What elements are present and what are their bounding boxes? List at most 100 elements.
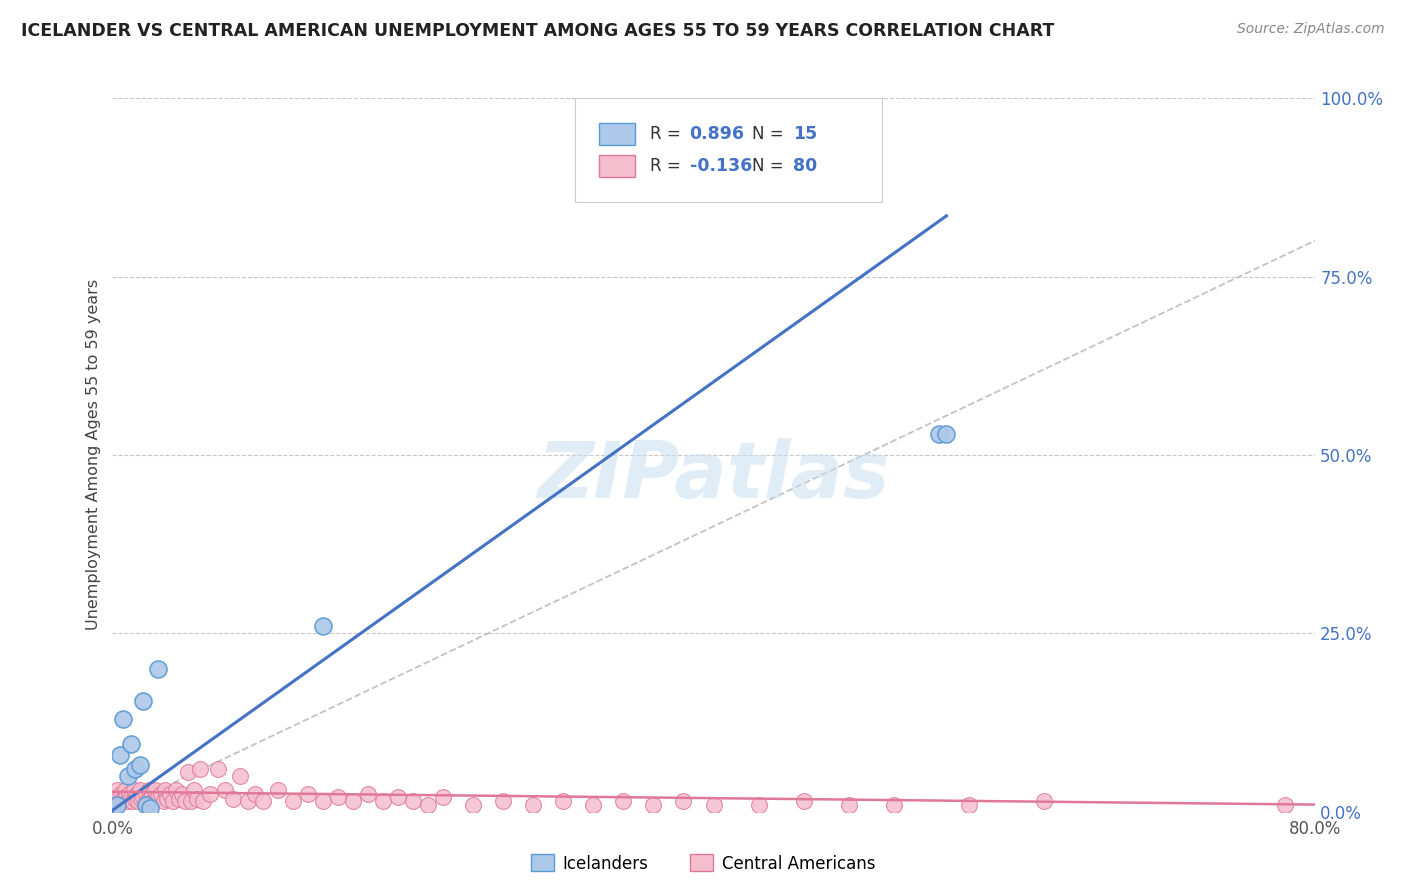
Point xyxy=(162,794,184,808)
Point xyxy=(222,792,245,806)
Point xyxy=(124,792,146,806)
Point xyxy=(312,619,335,633)
Text: R =: R = xyxy=(650,157,686,175)
Point xyxy=(402,794,425,808)
Point xyxy=(492,794,515,808)
Point xyxy=(207,762,229,776)
Point xyxy=(267,783,290,797)
Point xyxy=(167,792,190,806)
Point xyxy=(105,797,128,812)
Point xyxy=(153,783,176,797)
Point xyxy=(612,794,634,808)
Point xyxy=(387,790,409,805)
Point xyxy=(159,787,181,801)
Point xyxy=(121,794,143,808)
Point xyxy=(838,797,860,812)
Point xyxy=(155,792,177,806)
Text: 0.896: 0.896 xyxy=(689,125,745,143)
Text: N =: N = xyxy=(752,125,789,143)
Point xyxy=(128,758,150,772)
Legend: Icelanders, Central Americans: Icelanders, Central Americans xyxy=(524,847,882,880)
Point xyxy=(214,783,236,797)
Point xyxy=(149,787,172,801)
Point xyxy=(180,794,202,808)
Point xyxy=(117,769,139,783)
Point xyxy=(146,790,169,805)
Point xyxy=(135,797,157,812)
Point xyxy=(125,787,148,801)
Text: R =: R = xyxy=(650,125,686,143)
Point xyxy=(131,694,153,708)
Point xyxy=(326,790,349,805)
Point xyxy=(957,797,980,812)
Point xyxy=(120,737,142,751)
Point xyxy=(672,794,695,808)
Point xyxy=(118,787,141,801)
Point xyxy=(111,792,134,806)
Text: ZIPatlas: ZIPatlas xyxy=(537,438,890,515)
Point xyxy=(173,794,195,808)
Point xyxy=(139,801,162,815)
Text: Source: ZipAtlas.com: Source: ZipAtlas.com xyxy=(1237,22,1385,37)
Point xyxy=(141,787,163,801)
Point xyxy=(748,797,770,812)
Point xyxy=(135,787,157,801)
Point xyxy=(198,787,221,801)
Point xyxy=(176,765,198,780)
Point xyxy=(281,794,304,808)
Point xyxy=(127,794,149,808)
Point xyxy=(129,792,152,806)
Point xyxy=(136,794,159,808)
Point xyxy=(165,783,187,797)
Point xyxy=(191,794,214,808)
Point xyxy=(297,787,319,801)
Point xyxy=(124,762,146,776)
Point xyxy=(245,787,267,801)
FancyBboxPatch shape xyxy=(599,155,636,177)
Point xyxy=(236,794,259,808)
Point xyxy=(1033,794,1056,808)
Point xyxy=(183,783,205,797)
Point xyxy=(107,790,129,805)
Point xyxy=(342,794,364,808)
Point xyxy=(110,787,132,801)
Point xyxy=(229,769,252,783)
Point xyxy=(115,790,138,805)
Point xyxy=(152,794,174,808)
Point xyxy=(371,794,394,808)
Point xyxy=(928,426,950,441)
Point xyxy=(522,797,544,812)
Text: -0.136: -0.136 xyxy=(689,157,752,175)
Point xyxy=(138,783,160,797)
Text: 15: 15 xyxy=(793,125,817,143)
Point xyxy=(312,794,335,808)
Point xyxy=(935,426,957,441)
Point xyxy=(582,797,605,812)
Point xyxy=(117,794,139,808)
Point xyxy=(432,790,454,805)
Point xyxy=(146,662,169,676)
Point xyxy=(357,787,380,801)
Point xyxy=(143,783,166,797)
Point xyxy=(114,783,136,797)
Point xyxy=(108,794,131,808)
Point xyxy=(461,797,484,812)
Point xyxy=(170,787,193,801)
Text: N =: N = xyxy=(752,157,789,175)
Point xyxy=(883,797,905,812)
Text: ICELANDER VS CENTRAL AMERICAN UNEMPLOYMENT AMONG AGES 55 TO 59 YEARS CORRELATION: ICELANDER VS CENTRAL AMERICAN UNEMPLOYME… xyxy=(21,22,1054,40)
FancyBboxPatch shape xyxy=(575,98,882,202)
Point xyxy=(111,712,134,726)
Point xyxy=(101,805,124,819)
Y-axis label: Unemployment Among Ages 55 to 59 years: Unemployment Among Ages 55 to 59 years xyxy=(86,279,101,631)
Point xyxy=(416,797,439,812)
Point xyxy=(128,783,150,797)
Point xyxy=(131,790,153,805)
Text: 80: 80 xyxy=(793,157,817,175)
Point xyxy=(793,794,815,808)
Point xyxy=(1274,797,1296,812)
Point xyxy=(104,796,127,810)
Point xyxy=(553,794,575,808)
Point xyxy=(139,792,162,806)
Point xyxy=(122,783,145,797)
